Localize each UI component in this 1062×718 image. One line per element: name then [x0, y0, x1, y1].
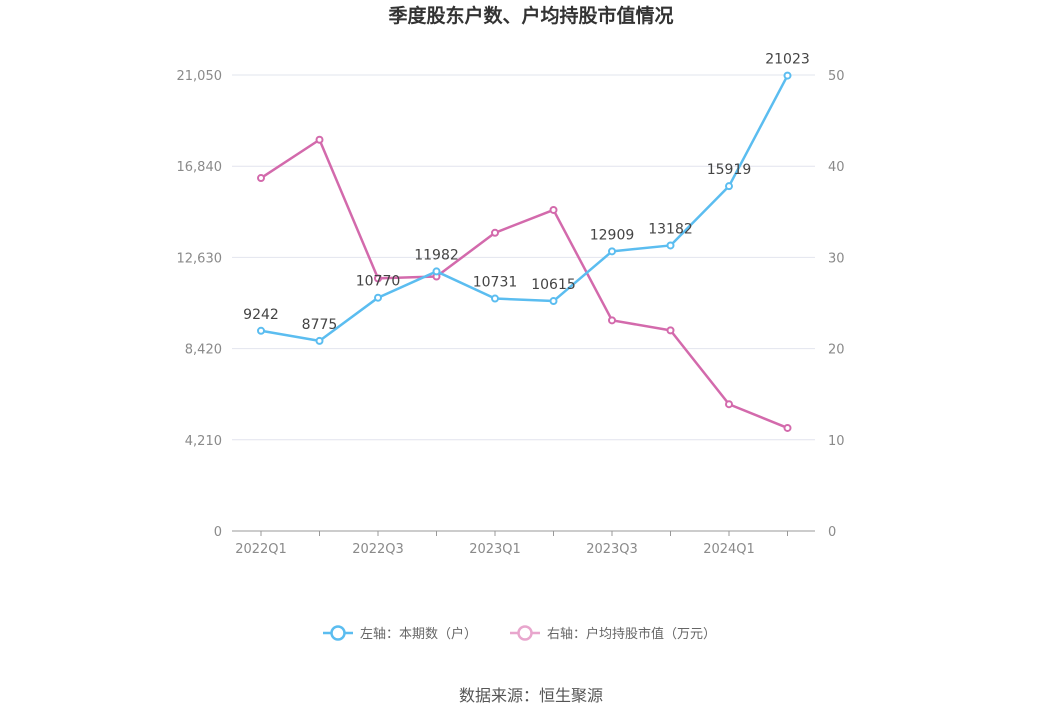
- legend-marker-icon: [517, 625, 533, 641]
- x-axis-tick-label: 2022Q3: [352, 542, 404, 557]
- axes: 0 0 4,210 10 8,420 20 12,630 30 16,840 40 21,050 50…: [177, 69, 845, 557]
- x-axis-tick-label: 2022Q1: [235, 542, 287, 557]
- data-label: 11982: [414, 247, 459, 263]
- data-point: [432, 267, 441, 276]
- x-axis-tick-label: 2023Q3: [586, 542, 638, 557]
- data-point: [725, 182, 733, 191]
- right-axis-tick-label: 10: [828, 434, 845, 449]
- series-line: [260, 75, 789, 343]
- x-axis-tick-label: 2023Q1: [469, 542, 521, 557]
- data-point: [257, 174, 265, 183]
- right-axis-tick-label: 50: [828, 69, 845, 84]
- data-point: [549, 205, 558, 214]
- data-point: [374, 274, 382, 283]
- data-label: 8775: [302, 317, 338, 333]
- chart-title: 季度股东户数、户均持股市值情况: [388, 4, 673, 27]
- left-axis-tick-label: 4,210: [185, 434, 222, 449]
- data-label: 10731: [473, 275, 518, 291]
- grid: [232, 74, 815, 441]
- data-point: [608, 316, 616, 325]
- data-point: [608, 247, 616, 256]
- data-label: 10615: [531, 277, 576, 293]
- x-axis-tick-label: 2024Q1: [703, 542, 755, 557]
- data-labels: 9242 8775 10770 11982 10731 10615 12909 13182 15…: [243, 52, 810, 333]
- data-point: [315, 135, 324, 144]
- data-point: [783, 423, 792, 432]
- right-axis-tick-label: 30: [828, 251, 845, 266]
- legend-label: 右轴：户均持股市值（万元）: [547, 626, 716, 642]
- left-axis-tick-label: 21,050: [177, 69, 223, 84]
- series-line: [260, 138, 788, 430]
- data-point: [549, 297, 558, 306]
- data-label: 9242: [243, 307, 279, 323]
- legend-marker-icon: [330, 625, 346, 641]
- data-point: [315, 336, 324, 345]
- data-point: [666, 241, 675, 250]
- data-label: 10770: [356, 274, 401, 290]
- data-label: 13182: [648, 221, 693, 237]
- data-point: [257, 326, 265, 335]
- series: [257, 71, 792, 432]
- left-axis-tick-label: 16,840: [177, 160, 223, 175]
- data-point: [491, 228, 499, 237]
- legend[interactable]: 左轴：本期数（户） 右轴：户均持股市值（万元）: [323, 625, 716, 642]
- left-axis-tick-label: 8,420: [185, 343, 222, 358]
- legend-label: 左轴：本期数（户）: [360, 626, 477, 642]
- data-point: [374, 293, 382, 302]
- data-label: 21023: [765, 52, 810, 68]
- source-note: 数据来源：恒生聚源: [459, 686, 603, 705]
- right-axis-tick-label: 20: [828, 343, 845, 358]
- data-point: [666, 326, 675, 335]
- data-label: 12909: [590, 227, 635, 243]
- data-point: [783, 71, 792, 80]
- data-label: 15919: [707, 162, 752, 178]
- data-point: [491, 294, 499, 303]
- data-point: [725, 400, 733, 409]
- right-axis-tick-label: 40: [828, 160, 845, 175]
- left-axis-tick-label: 0: [214, 525, 222, 540]
- left-axis-tick-label: 12,630: [177, 251, 223, 266]
- right-axis-tick-label: 0: [828, 525, 836, 540]
